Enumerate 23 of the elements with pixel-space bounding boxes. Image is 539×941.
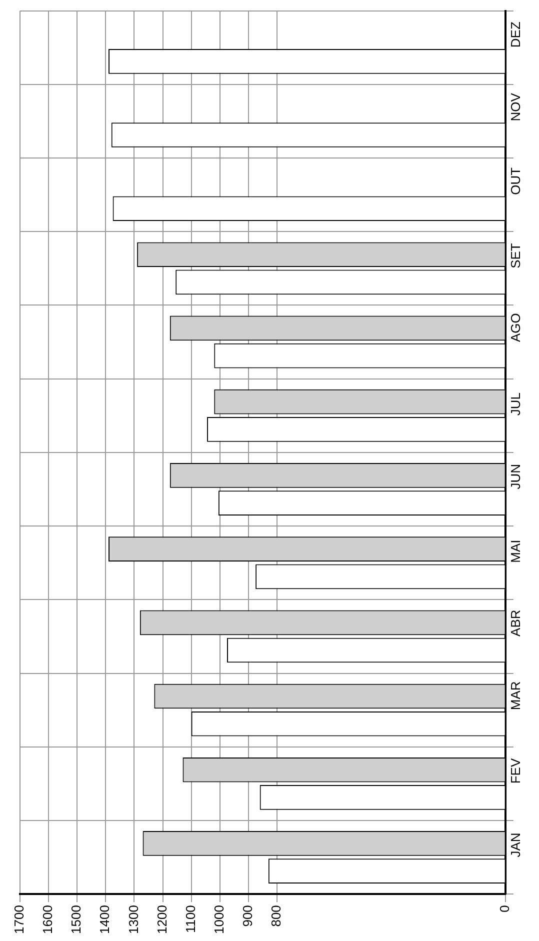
y-tick-label: NOV <box>508 92 523 122</box>
y-tick-label: MAI <box>508 540 523 563</box>
x-tick-label: 1100 <box>182 905 198 934</box>
y-tick-label: OUT <box>508 167 523 195</box>
x-tick-label: 1300 <box>126 905 141 934</box>
x-tick-label: 900 <box>240 905 255 927</box>
x-tick-label: 1000 <box>211 905 226 934</box>
y-tick-label: JUL <box>508 392 523 416</box>
x-tick-label: 1600 <box>40 905 56 934</box>
y-tick-label: FEV <box>508 758 523 784</box>
y-tick-label: JAN <box>508 832 523 858</box>
y-tick-label: MAR <box>508 681 523 710</box>
y-tick-label: SET <box>508 243 523 268</box>
x-tick-label: 1200 <box>154 905 170 934</box>
x-tick-label: 1700 <box>12 905 27 934</box>
y-tick-label: ABR <box>508 610 523 636</box>
x-tick-label: 800 <box>268 905 284 927</box>
x-tick-label: 0 <box>496 905 512 912</box>
y-tick-label: JUN <box>508 464 523 490</box>
y-tick-label: DEZ <box>508 22 523 48</box>
x-tick-label: 1400 <box>97 905 112 934</box>
x-tick-label: 1500 <box>68 905 84 934</box>
y-tick-label: AGO <box>508 313 523 342</box>
